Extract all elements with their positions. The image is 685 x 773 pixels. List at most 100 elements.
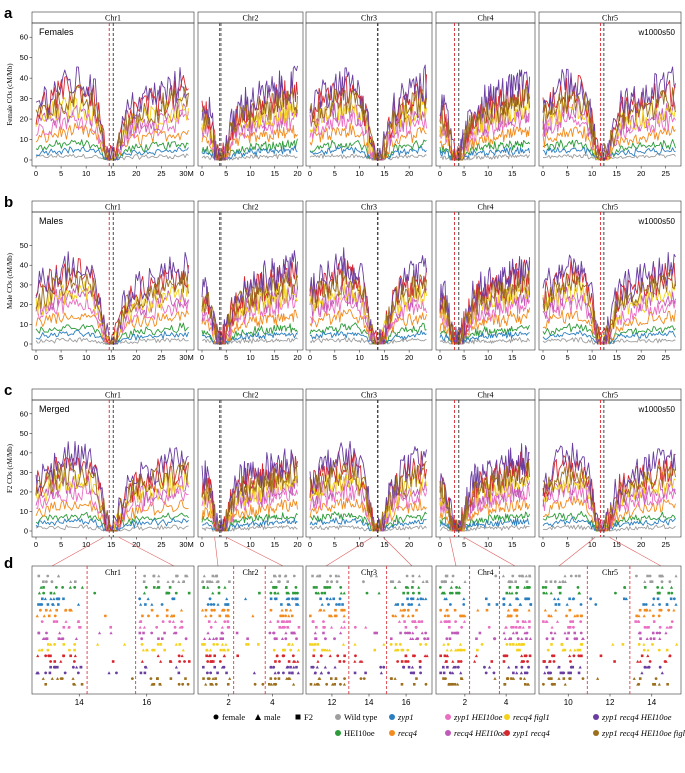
- x-tick-label: 14: [365, 698, 374, 707]
- x-tick-label: 20: [637, 169, 645, 178]
- x-tick-label: 20: [132, 540, 140, 549]
- marker-f2: [57, 637, 61, 640]
- x-tick-label: 14: [75, 698, 84, 707]
- marker-female: [269, 591, 273, 595]
- marker-male: [410, 665, 415, 669]
- marker-female: [413, 654, 416, 658]
- marker-male: [374, 574, 379, 578]
- marker-f2: [246, 637, 249, 640]
- marker-male: [56, 574, 61, 578]
- marker-male: [210, 580, 214, 583]
- marker-male: [411, 637, 415, 640]
- marker-male: [421, 580, 425, 583]
- series-line-4: [309, 295, 427, 345]
- marker-female: [268, 631, 272, 635]
- marker-female: [510, 625, 513, 629]
- marker-female: [57, 597, 61, 601]
- marker-male: [220, 642, 225, 646]
- marker-male: [293, 631, 297, 635]
- x-tick-label: 10: [246, 540, 254, 549]
- marker-f2: [394, 643, 398, 646]
- marker-female: [362, 677, 366, 680]
- facet-frame: [305, 22, 433, 167]
- marker-f2: [289, 665, 292, 669]
- marker-male: [632, 677, 636, 680]
- marker-female: [424, 682, 428, 686]
- marker-female: [406, 648, 410, 652]
- marker-female: [219, 648, 223, 652]
- marker-f2: [576, 648, 580, 652]
- x-tick-label: 15: [508, 353, 516, 362]
- series-line-7: [542, 453, 676, 532]
- marker-f2: [516, 586, 519, 589]
- marker-male: [523, 585, 527, 589]
- marker-male: [558, 580, 562, 583]
- marker-male: [342, 682, 346, 686]
- marker-male: [571, 597, 575, 601]
- facet-strip-label: Chr3: [361, 203, 377, 212]
- marker-male: [339, 591, 343, 595]
- marker-f2: [528, 654, 532, 658]
- marker-female: [42, 591, 46, 595]
- marker-male: [515, 671, 519, 675]
- marker-f2: [111, 660, 115, 663]
- x-tick-label: 25: [157, 169, 165, 178]
- marker-male: [442, 591, 447, 595]
- facet-frame: [538, 211, 682, 351]
- marker-f2: [53, 660, 57, 663]
- marker-f2: [311, 620, 315, 623]
- x-tick-label: 12: [327, 698, 336, 707]
- marker-female: [525, 597, 529, 601]
- marker-female: [670, 620, 674, 623]
- marker-male: [50, 677, 54, 680]
- marker-male: [624, 597, 629, 601]
- marker-f2: [545, 665, 549, 669]
- marker-male: [204, 614, 208, 618]
- series-line-9: [201, 88, 298, 161]
- x-tick-label: 0: [541, 169, 545, 178]
- marker-f2: [296, 597, 299, 601]
- x-tick-label: 5: [565, 540, 569, 549]
- marker-f2: [203, 643, 206, 646]
- marker-male: [158, 682, 162, 686]
- y-axis-label: Female COs (cM/Mb): [6, 63, 14, 126]
- marker-female: [45, 631, 48, 635]
- marker-female: [565, 614, 568, 618]
- series-line-8: [309, 247, 427, 345]
- marker-female: [269, 665, 273, 669]
- marker-f2: [567, 631, 570, 635]
- legend-marker-f2: [295, 714, 301, 720]
- marker-female: [649, 637, 653, 641]
- marker-female: [320, 591, 324, 595]
- marker-female: [291, 654, 295, 658]
- marker-female: [651, 643, 654, 646]
- marker-f2: [225, 671, 228, 675]
- marker-f2: [455, 591, 458, 595]
- marker-male: [493, 677, 497, 680]
- marker-male: [292, 665, 296, 669]
- marker-male: [42, 614, 46, 618]
- x-tick-label: 10: [588, 540, 596, 549]
- marker-f2: [285, 608, 288, 612]
- marker-male: [623, 585, 627, 589]
- marker-f2: [517, 643, 521, 646]
- marker-f2: [528, 574, 531, 578]
- marker-f2: [526, 586, 530, 589]
- x-tick-label: 15: [612, 540, 620, 549]
- marker-female: [657, 614, 661, 618]
- marker-male: [568, 648, 572, 652]
- legend-swatch: [445, 730, 451, 736]
- marker-female: [362, 580, 365, 584]
- marker-f2: [569, 671, 572, 675]
- marker-f2: [41, 597, 44, 601]
- marker-male: [318, 677, 322, 680]
- marker-male: [543, 608, 547, 612]
- marker-female: [529, 603, 533, 606]
- marker-male: [398, 580, 402, 583]
- marker-female: [579, 603, 583, 606]
- marker-f2: [411, 580, 415, 583]
- marker-f2: [318, 574, 321, 578]
- marker-male: [382, 642, 386, 646]
- marker-f2: [52, 620, 56, 623]
- x-tick-label: 10: [82, 540, 90, 549]
